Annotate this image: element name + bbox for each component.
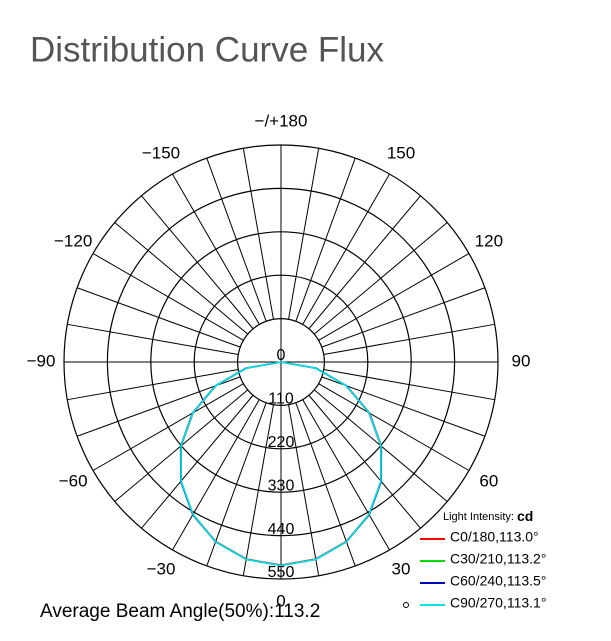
r-tick-label: 220 [268, 434, 295, 451]
legend-label: C90/270,113.1° [450, 595, 546, 611]
series-line [180, 361, 382, 567]
footer: Average Beam Angle(50%):113.2 [40, 601, 320, 622]
angle-tick-label: 90 [512, 351, 531, 370]
grid-ring [106, 187, 456, 537]
angle-tick-label: −150 [142, 144, 180, 163]
degree-icon [403, 602, 409, 608]
angle-tick-label: −90 [27, 351, 56, 370]
r-tick-label: 550 [268, 564, 295, 581]
grid-ring [193, 274, 369, 450]
grid-ring [237, 318, 326, 407]
legend-unit: cd [517, 508, 533, 524]
angle-tick-label: −/+180 [255, 111, 308, 130]
legend-label: C30/210,113.2° [450, 551, 546, 567]
angle-tick-label: 150 [387, 144, 415, 163]
r-tick-label: 110 [268, 391, 294, 408]
r-tick-label: 440 [268, 521, 295, 538]
angle-tick-label: 0 [276, 591, 285, 610]
legend-title-text: Light Intensity: [443, 511, 514, 523]
legend-label: C0/180,113.0° [450, 529, 539, 545]
angle-tick-label: −30 [147, 559, 176, 578]
r-tick-label: 0 [277, 347, 286, 364]
angle-tick-label: 120 [475, 231, 503, 250]
angle-tick-label: −120 [54, 231, 92, 250]
legend-label: C60/240,113.5° [450, 573, 546, 589]
r-tick-label: 330 [268, 477, 295, 494]
grid-ring [150, 231, 412, 493]
legend-title: Light Intensity: cd [443, 508, 533, 524]
chart-title: Distribution Curve Flux [30, 30, 384, 69]
grid-ring [63, 144, 499, 580]
angle-tick-label: −60 [59, 471, 88, 490]
angle-tick-label: 60 [479, 471, 498, 490]
angle-tick-label: 30 [392, 559, 411, 578]
